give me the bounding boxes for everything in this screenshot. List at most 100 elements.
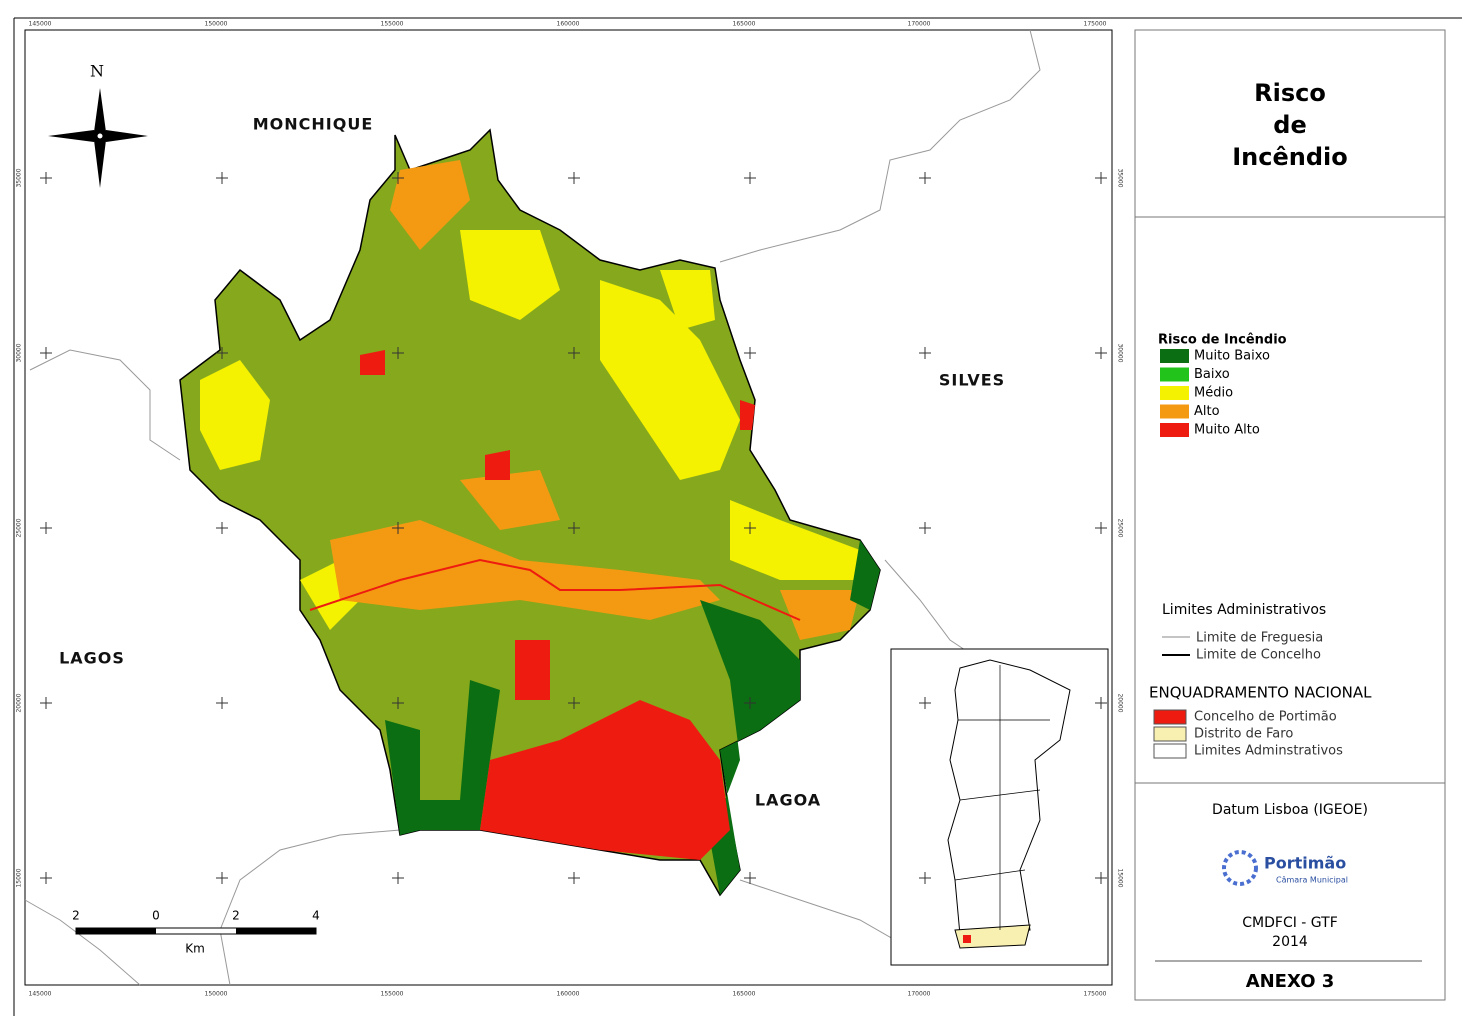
- national-title: ENQUADRAMENTO NACIONAL: [1149, 684, 1372, 702]
- grid-cross: [1095, 522, 1107, 534]
- limits-label: Limite de Freguesia: [1196, 631, 1323, 646]
- grid-cross: [40, 697, 52, 709]
- x-coordinate-label: 160000: [557, 991, 580, 998]
- grid-cross: [744, 347, 756, 359]
- x-coordinate-label: 165000: [733, 991, 756, 998]
- limits-label: Limite de Concelho: [1196, 648, 1321, 663]
- scale-label: 2: [72, 909, 80, 923]
- x-coordinate-label: 165000: [733, 21, 756, 28]
- x-coordinate-label: 150000: [205, 991, 228, 998]
- national-swatch: [1153, 726, 1187, 742]
- y-coordinate-label: 15000: [1117, 868, 1124, 887]
- limits-title: Limites Administrativos: [1162, 602, 1326, 618]
- panel-title: Incêndio: [1232, 143, 1348, 171]
- place-label: MONCHIQUE: [253, 115, 374, 134]
- national-swatch: [1153, 709, 1187, 725]
- grid-cross: [744, 522, 756, 534]
- y-coordinate-label: 20000: [16, 693, 23, 712]
- grid-cross: [1095, 347, 1107, 359]
- logo-name: Portimão: [1264, 854, 1346, 873]
- grid-cross: [744, 872, 756, 884]
- y-coordinate-label: 15000: [16, 868, 23, 887]
- grid-cross: [216, 172, 228, 184]
- y-coordinate-label: 30000: [16, 343, 23, 362]
- legend-label: Médio: [1194, 386, 1233, 401]
- legend-label: Muito Alto: [1194, 423, 1260, 438]
- grid-cross: [1095, 697, 1107, 709]
- risk-map: [179, 128, 881, 897]
- x-coordinate-label: 150000: [205, 21, 228, 28]
- grid-cross: [392, 697, 404, 709]
- grid-cross: [216, 872, 228, 884]
- grid-cross: [40, 347, 52, 359]
- grid-cross: [392, 872, 404, 884]
- place-label: LAGOA: [755, 791, 821, 810]
- grid-cross: [744, 697, 756, 709]
- credit-label: 2014: [1272, 934, 1308, 950]
- credit-label: CMDFCI - GTF: [1242, 915, 1338, 931]
- north-arrow: [48, 88, 148, 188]
- x-coordinate-label: 155000: [381, 21, 404, 28]
- x-coordinate-label: 155000: [381, 991, 404, 998]
- grid-cross: [919, 697, 931, 709]
- grid-cross: [40, 522, 52, 534]
- legend-label: Muito Baixo: [1194, 349, 1270, 364]
- inset-map: [890, 648, 1109, 966]
- scale-label: 0: [152, 909, 160, 923]
- logo-subtitle: Câmara Municipal: [1276, 876, 1348, 885]
- grid-cross: [392, 347, 404, 359]
- grid-cross: [1095, 172, 1107, 184]
- legend-title: Risco de Incêndio: [1158, 333, 1287, 348]
- legend-label: Baixo: [1194, 367, 1230, 382]
- legend-panel: [1134, 29, 1446, 1001]
- y-coordinate-label: 30000: [1117, 343, 1124, 362]
- legend-swatch: [1160, 367, 1189, 382]
- grid-cross: [568, 347, 580, 359]
- grid-cross: [392, 522, 404, 534]
- legend-swatch: [1160, 349, 1189, 363]
- grid-cross: [919, 872, 931, 884]
- grid-cross: [40, 172, 52, 184]
- y-coordinate-label: 20000: [1117, 693, 1124, 712]
- x-coordinate-label: 160000: [557, 21, 580, 28]
- panel-title: de: [1273, 111, 1306, 139]
- x-coordinate-label: 170000: [908, 21, 931, 28]
- scale-unit: Km: [185, 942, 205, 956]
- legend-swatch: [1160, 404, 1189, 419]
- grid-cross: [919, 172, 931, 184]
- x-coordinate-label: 175000: [1084, 21, 1107, 28]
- datum-label: Datum Lisboa (IGEOE): [1212, 802, 1368, 818]
- grid-cross: [919, 347, 931, 359]
- legend-swatch: [1160, 423, 1189, 437]
- grid-cross: [568, 522, 580, 534]
- national-label: Distrito de Faro: [1194, 727, 1293, 742]
- national-swatch: [1153, 743, 1187, 759]
- north-label: N: [90, 62, 104, 81]
- grid-cross: [1095, 872, 1107, 884]
- y-coordinate-label: 35000: [1117, 168, 1124, 187]
- national-label: Limites Adminstrativos: [1194, 744, 1343, 759]
- place-label: SILVES: [939, 371, 1005, 390]
- legend-swatch: [1160, 386, 1189, 400]
- legend-label: Alto: [1194, 404, 1220, 419]
- annex-label: ANEXO 3: [1246, 971, 1335, 992]
- y-coordinate-label: 35000: [16, 168, 23, 187]
- x-coordinate-label: 145000: [29, 991, 52, 998]
- grid-cross: [216, 697, 228, 709]
- x-coordinate-label: 175000: [1084, 991, 1107, 998]
- grid-cross: [392, 172, 404, 184]
- y-coordinate-label: 25000: [1117, 518, 1124, 537]
- grid-cross: [216, 347, 228, 359]
- scale-label: 4: [312, 909, 320, 923]
- grid-cross: [216, 522, 228, 534]
- scale-label: 2: [232, 909, 240, 923]
- scale-bar: [75, 927, 317, 935]
- grid-cross: [744, 172, 756, 184]
- grid-cross: [568, 697, 580, 709]
- grid-cross: [40, 872, 52, 884]
- x-coordinate-label: 145000: [29, 21, 52, 28]
- place-label: LAGOS: [59, 649, 125, 668]
- grid-cross: [919, 522, 931, 534]
- x-coordinate-label: 170000: [908, 991, 931, 998]
